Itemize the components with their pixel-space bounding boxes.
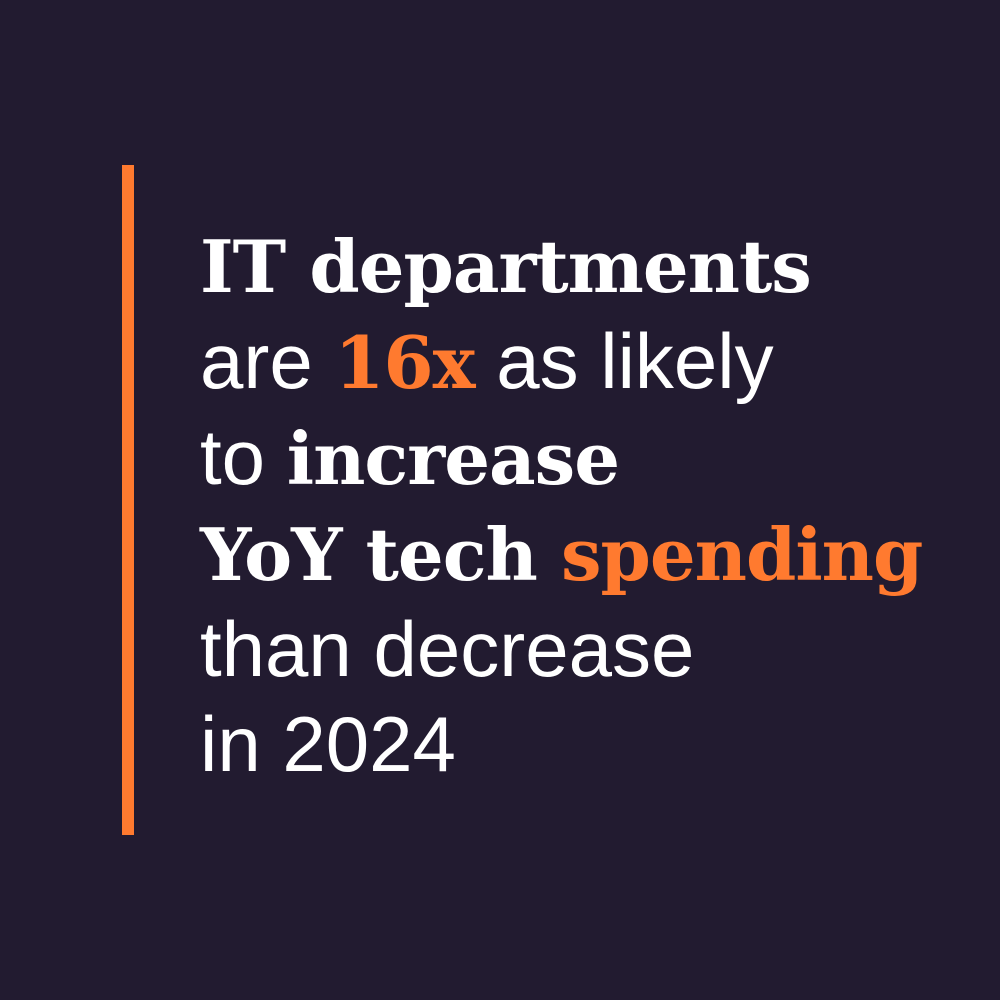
text-in-2024: in 2024 — [200, 700, 456, 788]
text-spending: spending — [560, 512, 923, 597]
headline-line-6: in 2024 — [200, 697, 922, 792]
headline: IT departments are 16x as likely to incr… — [200, 218, 923, 792]
text-than-decrease: than decrease — [200, 605, 695, 693]
text-yoy-tech: YoY tech — [200, 512, 561, 597]
text-to: to — [200, 413, 287, 501]
headline-line-2: are 16x as likely — [200, 314, 922, 410]
headline-line-1: IT departments — [200, 218, 922, 314]
text-increase: increase — [286, 416, 620, 501]
text-it-departments: IT departments — [200, 224, 812, 309]
headline-line-4: YoY tech spending — [200, 506, 923, 602]
text-16x: 16x — [334, 320, 475, 405]
headline-line-5: than decrease — [200, 602, 922, 697]
text-are: are — [200, 317, 335, 405]
text-as-likely: as likely — [474, 317, 774, 405]
accent-bar — [122, 165, 134, 835]
headline-line-3: to increase — [200, 410, 922, 506]
